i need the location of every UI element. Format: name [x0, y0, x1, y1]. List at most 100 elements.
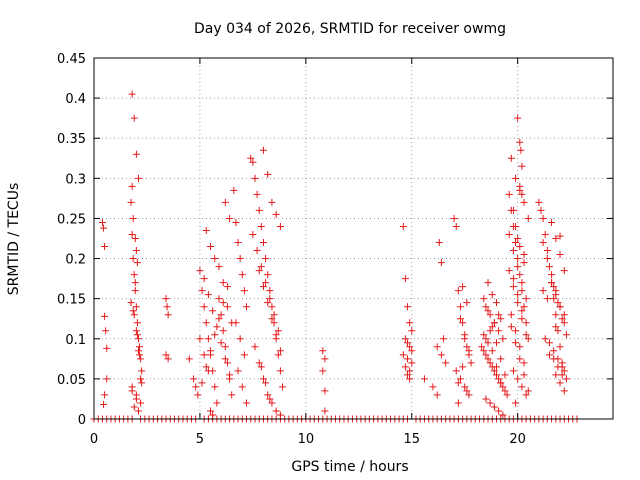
data-point: [562, 375, 570, 383]
data-point: [512, 174, 520, 182]
data-point: [137, 399, 145, 407]
data-point: [543, 255, 551, 263]
data-point: [545, 351, 553, 359]
data-point: [558, 371, 566, 379]
data-point: [480, 331, 488, 339]
data-point: [236, 255, 244, 263]
data-point: [507, 323, 515, 331]
data-point: [492, 371, 500, 379]
data-point: [196, 335, 204, 343]
data-point: [249, 158, 257, 166]
data-point: [463, 299, 471, 307]
data-point: [456, 303, 464, 311]
data-point: [257, 363, 265, 371]
data-point: [204, 291, 212, 299]
data-point: [482, 335, 490, 343]
data-point: [480, 347, 488, 355]
data-point: [279, 383, 287, 391]
data-point: [399, 222, 407, 230]
y-tick-label: 0.3: [65, 172, 86, 187]
data-point: [130, 114, 138, 122]
data-point: [488, 347, 496, 355]
data-point: [164, 355, 172, 363]
data-point: [200, 275, 208, 283]
data-point: [100, 224, 108, 232]
data-point: [495, 375, 503, 383]
data-point: [459, 319, 467, 327]
data-point: [226, 371, 234, 379]
data-point: [541, 335, 549, 343]
data-point: [133, 319, 141, 327]
x-tick-label: 15: [403, 432, 420, 447]
data-point: [509, 206, 517, 214]
data-point: [505, 230, 513, 238]
data-point: [163, 303, 171, 311]
data-point: [545, 263, 553, 271]
data-point: [192, 383, 200, 391]
data-point: [442, 359, 450, 367]
data-point: [488, 291, 496, 299]
data-point: [507, 154, 515, 162]
data-point: [238, 383, 246, 391]
data-point: [535, 198, 543, 206]
data-point: [495, 327, 503, 335]
y-tick-label: 0: [78, 413, 86, 428]
y-tick-label: 0.15: [57, 293, 86, 308]
data-point: [138, 367, 146, 375]
data-point: [524, 387, 532, 395]
data-points: [90, 90, 581, 423]
data-point: [548, 271, 556, 279]
data-point: [520, 259, 528, 267]
data-point: [539, 214, 547, 222]
data-point: [134, 347, 142, 355]
data-point: [450, 214, 458, 222]
data-point: [262, 379, 270, 387]
data-point: [243, 303, 251, 311]
data-point: [520, 371, 528, 379]
data-point: [501, 371, 509, 379]
data-point: [132, 303, 140, 311]
data-point: [522, 331, 530, 339]
data-point: [488, 323, 496, 331]
data-point: [516, 186, 524, 194]
data-point: [226, 214, 234, 222]
data-point: [556, 343, 564, 351]
data-point: [550, 283, 558, 291]
data-point: [484, 339, 492, 347]
axis-ticks: 0 0.05 0.1 0.15 0.2 0.25 0.3 0.35 0.4 0.45 0 5 10 15 2…: [57, 52, 613, 447]
data-point: [552, 323, 560, 331]
data-point: [454, 379, 462, 387]
data-point: [101, 243, 109, 251]
data-point: [560, 311, 568, 319]
data-point: [486, 359, 494, 367]
data-point: [215, 315, 223, 323]
data-point: [552, 311, 560, 319]
data-point: [268, 399, 276, 407]
data-point: [406, 367, 414, 375]
data-point: [522, 295, 530, 303]
data-point: [512, 222, 520, 230]
data-point: [215, 263, 223, 271]
y-tick-label: 0.1: [65, 333, 86, 348]
data-point: [223, 359, 231, 367]
data-point: [130, 311, 138, 319]
data-point: [234, 239, 242, 247]
data-point: [516, 271, 524, 279]
data-point: [556, 379, 564, 387]
data-point: [268, 303, 276, 311]
y-tick-label: 0.35: [57, 132, 86, 147]
data-point: [404, 355, 412, 363]
data-point: [259, 239, 267, 247]
data-point: [461, 331, 469, 339]
data-point: [454, 399, 462, 407]
data-point: [198, 287, 206, 295]
data-point: [274, 351, 282, 359]
data-point: [319, 347, 327, 355]
data-point: [164, 311, 172, 319]
data-point: [219, 279, 227, 287]
data-point: [399, 351, 407, 359]
data-point: [516, 355, 524, 363]
data-point: [401, 335, 409, 343]
data-point: [211, 331, 219, 339]
data-point: [253, 247, 261, 255]
